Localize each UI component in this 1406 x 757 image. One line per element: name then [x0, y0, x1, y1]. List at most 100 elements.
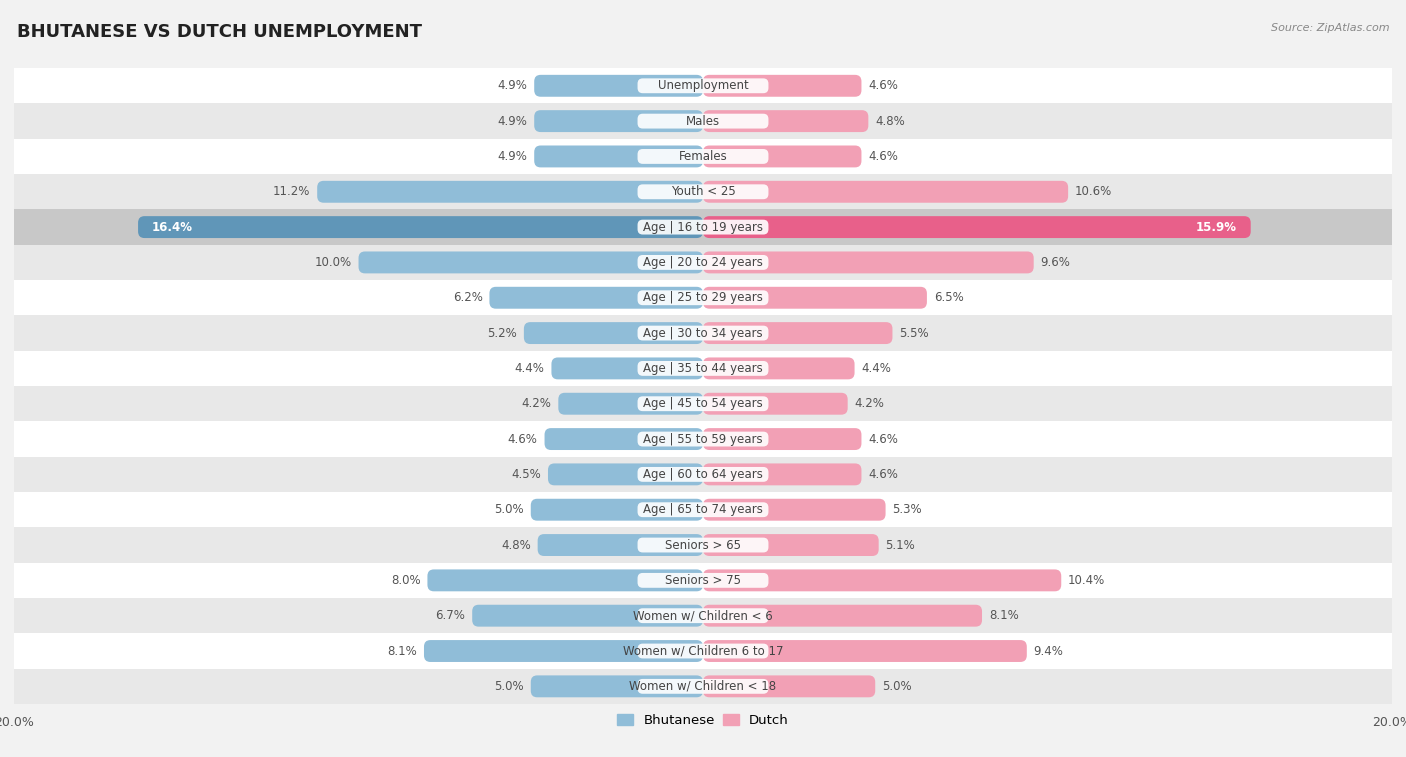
Text: 4.9%: 4.9%: [498, 150, 527, 163]
FancyBboxPatch shape: [637, 79, 769, 93]
Text: 4.5%: 4.5%: [512, 468, 541, 481]
FancyBboxPatch shape: [637, 185, 769, 199]
FancyBboxPatch shape: [637, 679, 769, 693]
Bar: [14, 668, 1392, 704]
Text: 10.6%: 10.6%: [1076, 185, 1112, 198]
Bar: [14, 316, 1392, 350]
Text: Women w/ Children < 6: Women w/ Children < 6: [633, 609, 773, 622]
Text: 8.1%: 8.1%: [387, 644, 418, 658]
Bar: [14, 210, 1392, 245]
FancyBboxPatch shape: [524, 322, 703, 344]
FancyBboxPatch shape: [703, 111, 869, 132]
FancyBboxPatch shape: [531, 499, 703, 521]
FancyBboxPatch shape: [637, 255, 769, 269]
FancyBboxPatch shape: [703, 145, 862, 167]
FancyBboxPatch shape: [534, 75, 703, 97]
Text: 4.6%: 4.6%: [869, 79, 898, 92]
FancyBboxPatch shape: [637, 149, 769, 164]
Bar: [14, 245, 1392, 280]
Text: 5.5%: 5.5%: [900, 326, 929, 340]
FancyBboxPatch shape: [637, 361, 769, 375]
Text: Age | 55 to 59 years: Age | 55 to 59 years: [643, 432, 763, 446]
FancyBboxPatch shape: [637, 220, 769, 235]
FancyBboxPatch shape: [548, 463, 703, 485]
FancyBboxPatch shape: [637, 573, 769, 587]
FancyBboxPatch shape: [637, 609, 769, 623]
Text: 4.6%: 4.6%: [869, 150, 898, 163]
Text: 5.3%: 5.3%: [893, 503, 922, 516]
FancyBboxPatch shape: [551, 357, 703, 379]
FancyBboxPatch shape: [703, 428, 862, 450]
Bar: [14, 528, 1392, 562]
FancyBboxPatch shape: [427, 569, 703, 591]
FancyBboxPatch shape: [703, 605, 981, 627]
Text: 4.8%: 4.8%: [501, 538, 531, 552]
FancyBboxPatch shape: [703, 357, 855, 379]
Bar: [14, 456, 1392, 492]
FancyBboxPatch shape: [425, 640, 703, 662]
FancyBboxPatch shape: [531, 675, 703, 697]
Text: 6.2%: 6.2%: [453, 291, 482, 304]
FancyBboxPatch shape: [637, 503, 769, 517]
FancyBboxPatch shape: [703, 181, 1069, 203]
FancyBboxPatch shape: [703, 534, 879, 556]
Bar: [14, 280, 1392, 316]
FancyBboxPatch shape: [637, 326, 769, 341]
Text: 9.6%: 9.6%: [1040, 256, 1070, 269]
Text: Women w/ Children < 18: Women w/ Children < 18: [630, 680, 776, 693]
Text: 6.5%: 6.5%: [934, 291, 963, 304]
Text: BHUTANESE VS DUTCH UNEMPLOYMENT: BHUTANESE VS DUTCH UNEMPLOYMENT: [17, 23, 422, 41]
Text: Age | 35 to 44 years: Age | 35 to 44 years: [643, 362, 763, 375]
FancyBboxPatch shape: [138, 217, 703, 238]
FancyBboxPatch shape: [637, 291, 769, 305]
FancyBboxPatch shape: [703, 675, 875, 697]
Text: 4.8%: 4.8%: [875, 114, 905, 128]
Text: 16.4%: 16.4%: [152, 220, 193, 234]
FancyBboxPatch shape: [703, 569, 1062, 591]
Bar: [14, 386, 1392, 422]
Bar: [14, 598, 1392, 634]
Bar: [14, 492, 1392, 528]
Text: 4.9%: 4.9%: [498, 114, 527, 128]
Text: 5.2%: 5.2%: [488, 326, 517, 340]
Text: Males: Males: [686, 114, 720, 128]
Text: 9.4%: 9.4%: [1033, 644, 1063, 658]
Legend: Bhutanese, Dutch: Bhutanese, Dutch: [612, 709, 794, 732]
Text: Seniors > 65: Seniors > 65: [665, 538, 741, 552]
Bar: [14, 68, 1392, 104]
Bar: [14, 139, 1392, 174]
Text: 4.6%: 4.6%: [869, 468, 898, 481]
Text: Age | 16 to 19 years: Age | 16 to 19 years: [643, 220, 763, 234]
FancyBboxPatch shape: [534, 145, 703, 167]
Text: 4.6%: 4.6%: [508, 432, 537, 446]
Text: 4.4%: 4.4%: [862, 362, 891, 375]
FancyBboxPatch shape: [703, 75, 862, 97]
Bar: [14, 350, 1392, 386]
Text: 10.0%: 10.0%: [315, 256, 352, 269]
Text: 8.0%: 8.0%: [391, 574, 420, 587]
Text: 4.6%: 4.6%: [869, 432, 898, 446]
Text: 10.4%: 10.4%: [1069, 574, 1105, 587]
Text: 8.1%: 8.1%: [988, 609, 1019, 622]
Text: Youth < 25: Youth < 25: [671, 185, 735, 198]
Bar: [14, 422, 1392, 456]
Text: 4.4%: 4.4%: [515, 362, 544, 375]
Text: Age | 30 to 34 years: Age | 30 to 34 years: [643, 326, 763, 340]
Text: 5.0%: 5.0%: [495, 503, 524, 516]
FancyBboxPatch shape: [637, 397, 769, 411]
Text: Seniors > 75: Seniors > 75: [665, 574, 741, 587]
FancyBboxPatch shape: [544, 428, 703, 450]
Text: Age | 25 to 29 years: Age | 25 to 29 years: [643, 291, 763, 304]
Text: Age | 65 to 74 years: Age | 65 to 74 years: [643, 503, 763, 516]
Text: Source: ZipAtlas.com: Source: ZipAtlas.com: [1271, 23, 1389, 33]
FancyBboxPatch shape: [703, 217, 1251, 238]
Bar: [14, 174, 1392, 210]
Text: Age | 20 to 24 years: Age | 20 to 24 years: [643, 256, 763, 269]
Text: Unemployment: Unemployment: [658, 79, 748, 92]
FancyBboxPatch shape: [703, 640, 1026, 662]
FancyBboxPatch shape: [359, 251, 703, 273]
FancyBboxPatch shape: [318, 181, 703, 203]
Text: 5.0%: 5.0%: [882, 680, 911, 693]
FancyBboxPatch shape: [472, 605, 703, 627]
Text: 15.9%: 15.9%: [1197, 220, 1237, 234]
